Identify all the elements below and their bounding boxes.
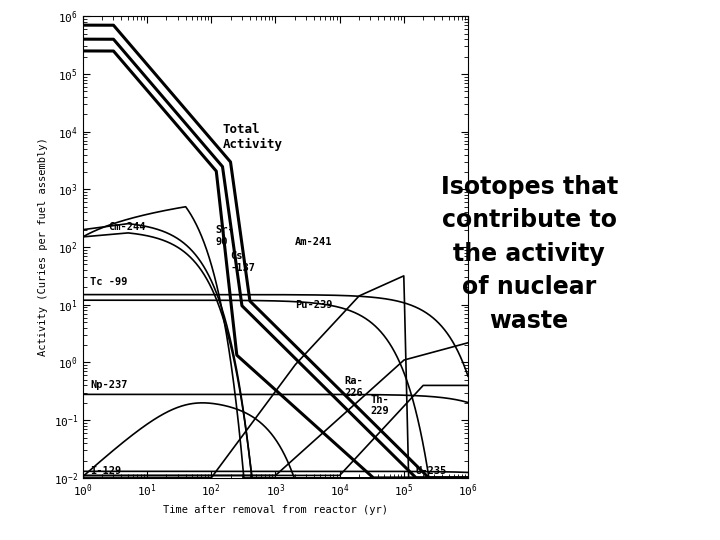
Text: I-129: I-129 <box>90 465 122 476</box>
X-axis label: Time after removal from reactor (yr): Time after removal from reactor (yr) <box>163 505 388 515</box>
Text: Cm-244: Cm-244 <box>108 222 146 232</box>
Text: Np-237: Np-237 <box>90 380 127 390</box>
Text: Cs
-137: Cs -137 <box>230 251 256 273</box>
Text: U-235: U-235 <box>415 465 446 476</box>
Text: Total
Activity: Total Activity <box>222 123 282 151</box>
Text: Am-241: Am-241 <box>294 238 332 247</box>
Text: Ra-
226: Ra- 226 <box>345 376 364 397</box>
Text: Tc -99: Tc -99 <box>90 278 127 287</box>
Text: Sr-
90: Sr- 90 <box>215 225 234 247</box>
Text: Th-
229: Th- 229 <box>370 395 389 416</box>
Y-axis label: Activity (Curies per fuel assembly): Activity (Curies per fuel assembly) <box>38 138 48 356</box>
Text: Isotopes that
contribute to
the activity
of nuclear
waste: Isotopes that contribute to the activity… <box>441 175 618 333</box>
Text: Pu-239: Pu-239 <box>294 300 332 310</box>
